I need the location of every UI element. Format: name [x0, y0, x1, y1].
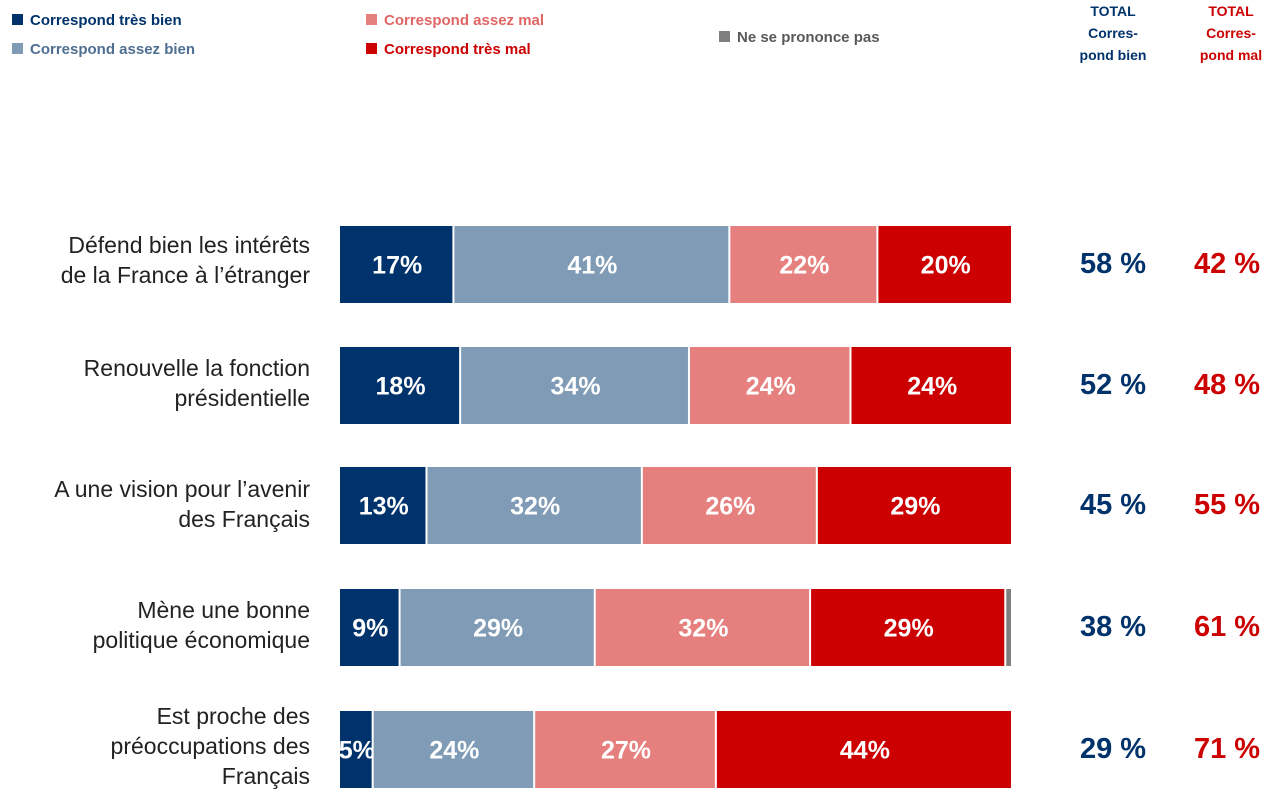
- bar-assez-mal-row-2: [689, 347, 850, 424]
- bar-tres-mal-row-1: [878, 226, 1011, 303]
- bar-label-tres-bien-row-3: 13%: [359, 493, 409, 521]
- bar-label-tres-bien-row-5: 5%: [339, 737, 375, 765]
- header-total-bien: TOTAL Corres- pond bien: [1068, 0, 1158, 66]
- bar-label-assez-mal-row-2: 24%: [746, 373, 796, 401]
- bar-tres-bien-row-3: [340, 467, 426, 544]
- bar-tres-mal-row-5: [716, 711, 1011, 788]
- bar-nsp-row-4: [1006, 589, 1011, 666]
- legend-swatch-assez-mal: [366, 14, 377, 25]
- bar-tres-bien-row-4: [340, 589, 399, 666]
- row-label-1-line-2: de la France à l’étranger: [60, 262, 310, 288]
- row-label-5-line-3: Français: [221, 763, 310, 789]
- total-bien-row-1: 58 %: [1079, 247, 1147, 280]
- legend-swatch-tres-mal: [366, 43, 377, 54]
- legend-swatch-nsp: [719, 31, 730, 42]
- row-label-3-line-2: des Français: [178, 506, 310, 532]
- bar-label-assez-bien-row-3: 32%: [510, 493, 560, 521]
- bar-assez-mal-row-4: [595, 589, 810, 666]
- bar-label-assez-bien-row-5: 24%: [429, 737, 479, 765]
- legend-tres-mal: Correspond très mal: [366, 41, 531, 58]
- row-label-2-line-2: présidentielle: [174, 385, 310, 411]
- row-label-2: Renouvelle la fonction présidentielle: [0, 353, 310, 413]
- total-mal-row-2: 48 %: [1193, 368, 1261, 401]
- legend-tres-bien: Correspond très bien: [12, 12, 182, 29]
- bar-tres-bien-row-1: [340, 226, 453, 303]
- row-label-3-line-1: A une vision pour l’avenir: [54, 476, 310, 502]
- bar-label-assez-bien-row-4: 29%: [473, 615, 523, 643]
- header-total-mal: TOTAL Corres- pond mal: [1186, 0, 1276, 66]
- bar-tres-bien-row-5: [340, 711, 372, 788]
- bar-tres-mal-row-3: [817, 467, 1011, 544]
- row-label-5: Est proche des préoccupations des França…: [0, 701, 310, 791]
- header-total-bien-line-2: Corres-: [1088, 25, 1138, 41]
- total-mal-row-1: 42 %: [1193, 247, 1261, 280]
- legend-label-nsp: Ne se prononce pas: [737, 29, 880, 46]
- bar-label-tres-mal-row-1: 20%: [921, 252, 971, 280]
- bar-label-assez-mal-row-3: 26%: [705, 493, 755, 521]
- bar-label-assez-bien-row-1: 41%: [567, 252, 617, 280]
- bar-label-assez-mal-row-5: 27%: [601, 737, 651, 765]
- row-label-3: A une vision pour l’avenir des Français: [0, 474, 310, 534]
- legend-label-assez-mal: Correspond assez mal: [384, 12, 545, 29]
- legend-assez-bien: Correspond assez bien: [12, 41, 195, 58]
- bar-label-assez-mal-row-1: 22%: [779, 252, 829, 280]
- bar-label-tres-bien-row-1: 17%: [372, 252, 422, 280]
- total-bien-row-5: 29 %: [1079, 732, 1147, 765]
- row-label-5-line-1: Est proche des: [156, 703, 310, 729]
- total-bien-row-2: 52 %: [1079, 368, 1147, 401]
- bar-tres-mal-row-2: [851, 347, 1011, 424]
- bar-tres-mal-row-4: [811, 589, 1005, 666]
- bar-assez-mal-row-5: [535, 711, 715, 788]
- legend-label-tres-bien: Correspond très bien: [30, 12, 182, 29]
- legend-nsp: Ne se prononce pas: [719, 29, 880, 46]
- bar-label-assez-bien-row-2: 34%: [551, 373, 601, 401]
- legend-label-tres-mal: Correspond très mal: [384, 41, 531, 58]
- bar-assez-bien-row-3: [427, 467, 641, 544]
- header-total-mal-line-1: TOTAL: [1208, 3, 1254, 19]
- total-bien-row-4: 38 %: [1079, 610, 1147, 643]
- bar-assez-bien-row-2: [461, 347, 688, 424]
- total-mal-row-3: 55 %: [1193, 488, 1261, 521]
- bar-label-tres-mal-row-4: 29%: [884, 615, 934, 643]
- bar-tres-bien-row-2: [340, 347, 460, 424]
- header-total-mal-line-2: Corres-: [1206, 25, 1256, 41]
- legend-swatch-tres-bien: [12, 14, 23, 25]
- row-label-1: Défend bien les intérêts de la France à …: [0, 230, 310, 290]
- total-mal-row-4: 61 %: [1193, 610, 1261, 643]
- header-total-bien-line-1: TOTAL: [1090, 3, 1136, 19]
- row-label-4-line-1: Mène une bonne: [137, 597, 310, 623]
- legend-swatch-assez-bien: [12, 43, 23, 54]
- bar-assez-bien-row-5: [373, 711, 534, 788]
- bar-assez-mal-row-1: [730, 226, 877, 303]
- header-total-bien-line-3: pond bien: [1079, 47, 1147, 63]
- bar-label-tres-mal-row-3: 29%: [890, 493, 940, 521]
- bar-assez-mal-row-3: [642, 467, 816, 544]
- row-label-4: Mène une bonne politique économique: [0, 595, 310, 655]
- total-bien-row-3: 45 %: [1079, 488, 1147, 521]
- row-label-1-line-1: Défend bien les intérêts: [68, 232, 310, 258]
- row-label-2-line-1: Renouvelle la fonction: [83, 355, 310, 381]
- row-label-5-line-2: préoccupations des: [110, 733, 310, 759]
- total-mal-row-5: 71 %: [1193, 732, 1261, 765]
- header-total-mal-line-3: pond mal: [1199, 47, 1263, 63]
- row-label-4-line-2: politique économique: [92, 627, 310, 653]
- bar-label-tres-bien-row-4: 9%: [352, 615, 388, 643]
- legend-assez-mal: Correspond assez mal: [366, 12, 544, 29]
- bar-label-tres-mal-row-2: 24%: [907, 373, 957, 401]
- bar-label-tres-mal-row-5: 44%: [840, 737, 890, 765]
- bar-label-tres-bien-row-2: 18%: [376, 373, 426, 401]
- bar-assez-bien-row-1: [454, 226, 729, 303]
- legend-label-assez-bien: Correspond assez bien: [30, 41, 196, 58]
- bar-assez-bien-row-4: [400, 589, 594, 666]
- bar-label-assez-mal-row-4: 32%: [678, 615, 728, 643]
